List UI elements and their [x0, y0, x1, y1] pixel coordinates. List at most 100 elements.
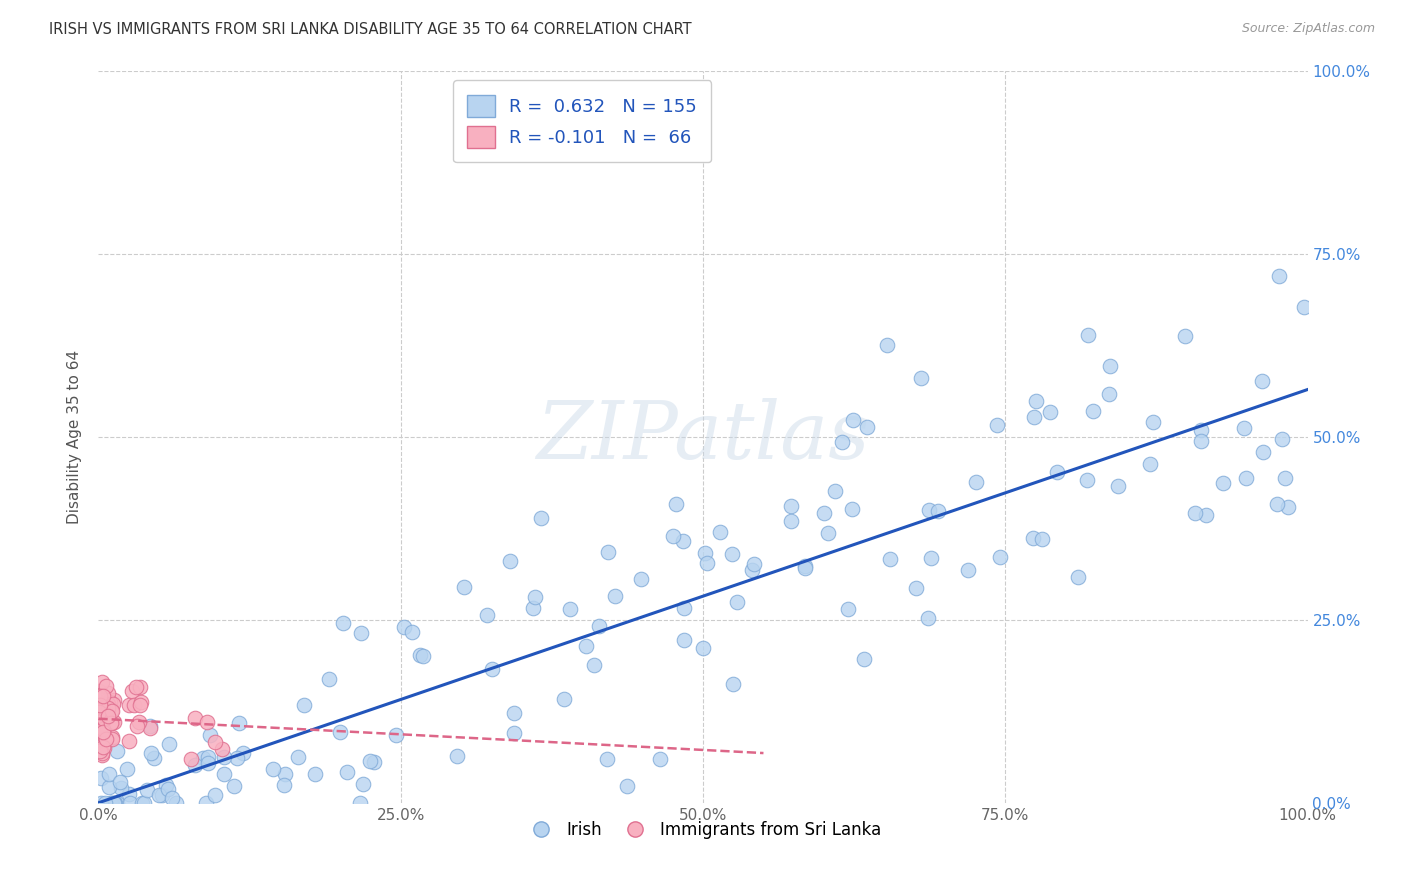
- Point: [87, 706, 110, 720]
- Point: [97, 691, 120, 706]
- Point: [100, 732, 122, 747]
- Point: [204, 734, 226, 748]
- Point: [104, 796, 127, 810]
- Point: [197, 750, 219, 764]
- Point: [1107, 478, 1129, 492]
- Point: [904, 581, 927, 595]
- Point: [1025, 394, 1047, 409]
- Point: [120, 796, 142, 810]
- Point: [336, 764, 359, 779]
- Point: [412, 648, 434, 663]
- Point: [1039, 405, 1062, 419]
- Point: [91, 746, 114, 760]
- Point: [817, 526, 839, 541]
- Point: [695, 546, 717, 560]
- Point: [128, 715, 150, 730]
- Point: [101, 704, 124, 718]
- Point: [93, 703, 115, 717]
- Point: [408, 648, 430, 662]
- Point: [273, 779, 295, 793]
- Point: [212, 750, 235, 764]
- Point: [118, 733, 141, 747]
- Point: [920, 551, 942, 566]
- Point: [560, 601, 582, 615]
- Point: [359, 754, 381, 768]
- Point: [910, 370, 932, 384]
- Point: [90, 744, 112, 758]
- Point: [1212, 475, 1234, 490]
- Point: [665, 497, 688, 511]
- Point: [89, 698, 111, 713]
- Point: [692, 641, 714, 656]
- Point: [1024, 409, 1046, 424]
- Point: [588, 619, 610, 633]
- Point: [1081, 404, 1104, 418]
- Point: [125, 680, 148, 694]
- Point: [100, 715, 122, 730]
- Point: [709, 524, 731, 539]
- Point: [350, 625, 373, 640]
- Point: [503, 726, 526, 740]
- Point: [1277, 500, 1299, 515]
- Point: [90, 719, 112, 733]
- Point: [616, 779, 638, 793]
- Point: [1046, 465, 1069, 479]
- Point: [225, 751, 247, 765]
- Point: [165, 796, 187, 810]
- Point: [401, 625, 423, 640]
- Point: [155, 778, 177, 792]
- Point: [197, 756, 219, 770]
- Point: [195, 715, 218, 730]
- Point: [97, 697, 120, 711]
- Point: [91, 712, 114, 726]
- Point: [100, 730, 122, 744]
- Point: [503, 706, 526, 721]
- Point: [1031, 533, 1053, 547]
- Point: [91, 709, 114, 723]
- Point: [157, 781, 180, 796]
- Point: [475, 607, 498, 622]
- Point: [1251, 374, 1274, 388]
- Point: [1067, 569, 1090, 583]
- Point: [1174, 328, 1197, 343]
- Point: [672, 534, 695, 549]
- Point: [329, 725, 352, 739]
- Point: [672, 633, 695, 648]
- Point: [523, 590, 546, 604]
- Point: [1142, 415, 1164, 429]
- Point: [93, 712, 115, 726]
- Point: [100, 796, 122, 810]
- Point: [103, 796, 125, 810]
- Point: [124, 698, 146, 713]
- Point: [1271, 432, 1294, 446]
- Point: [89, 715, 111, 730]
- Point: [93, 740, 115, 755]
- Point: [841, 501, 863, 516]
- Point: [100, 704, 122, 718]
- Point: [228, 716, 250, 731]
- Point: [522, 600, 544, 615]
- Point: [152, 789, 174, 803]
- Point: [779, 514, 801, 528]
- Point: [363, 756, 385, 770]
- Point: [837, 602, 859, 616]
- Point: [1292, 300, 1315, 314]
- Point: [1274, 470, 1296, 484]
- Point: [160, 790, 183, 805]
- Point: [142, 750, 165, 764]
- Text: ZIPatlas: ZIPatlas: [536, 399, 870, 475]
- Point: [91, 722, 114, 736]
- Point: [780, 499, 803, 513]
- Point: [274, 766, 297, 780]
- Point: [98, 699, 121, 714]
- Point: [138, 719, 160, 733]
- Point: [446, 749, 468, 764]
- Point: [91, 701, 114, 715]
- Point: [115, 763, 138, 777]
- Point: [918, 502, 941, 516]
- Point: [332, 616, 354, 631]
- Point: [89, 698, 111, 712]
- Point: [136, 783, 159, 797]
- Point: [318, 673, 340, 687]
- Point: [103, 692, 125, 706]
